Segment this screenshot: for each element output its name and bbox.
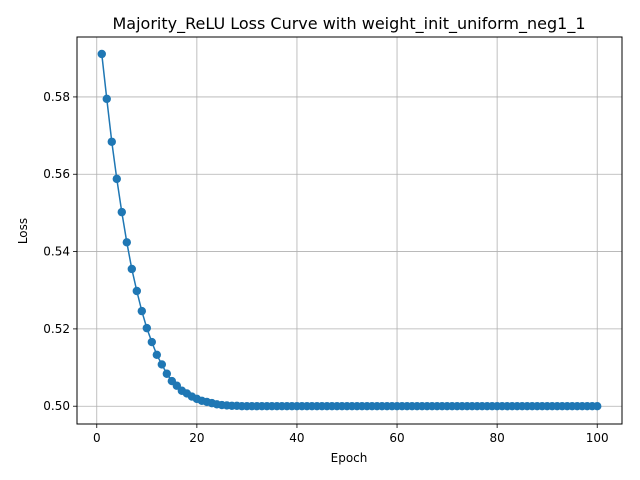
y-tick-label: 0.54 (43, 245, 70, 259)
x-axis-label: Epoch (331, 451, 368, 465)
data-point (107, 137, 116, 146)
data-point (127, 264, 137, 274)
data-point (112, 174, 121, 184)
x-tick-label: 80 (489, 431, 504, 445)
data-point (137, 306, 147, 316)
x-axis: 0 20 40 60 80 100 (93, 424, 609, 445)
y-axis: 0.50 0.52 0.54 0.56 0.58 (43, 90, 77, 413)
x-tick-label: 0 (93, 431, 101, 445)
x-tick-label: 60 (389, 431, 404, 445)
series-group (97, 49, 602, 411)
data-point (147, 337, 157, 347)
data-point (157, 360, 167, 369)
data-point (593, 402, 602, 411)
y-tick-label: 0.50 (43, 399, 70, 413)
y-axis-label: Loss (16, 218, 30, 244)
data-point (132, 286, 142, 296)
data-point (102, 94, 111, 104)
x-tick-label: 40 (289, 431, 304, 445)
data-point (152, 350, 162, 359)
data-point (122, 238, 131, 247)
plot-frame (76, 36, 623, 425)
y-tick-label: 0.58 (43, 90, 70, 104)
chart-title: Majority_ReLU Loss Curve with weight_ini… (112, 14, 585, 34)
y-tick-label: 0.56 (43, 167, 70, 181)
y-tick-label: 0.52 (43, 322, 70, 336)
data-point (162, 369, 172, 378)
data-point (142, 323, 152, 333)
x-tick-label: 100 (586, 431, 609, 445)
series-line (101, 53, 598, 407)
x-tick-label: 20 (189, 431, 204, 445)
grid (77, 37, 622, 424)
data-point (117, 207, 126, 217)
data-point (97, 49, 106, 59)
